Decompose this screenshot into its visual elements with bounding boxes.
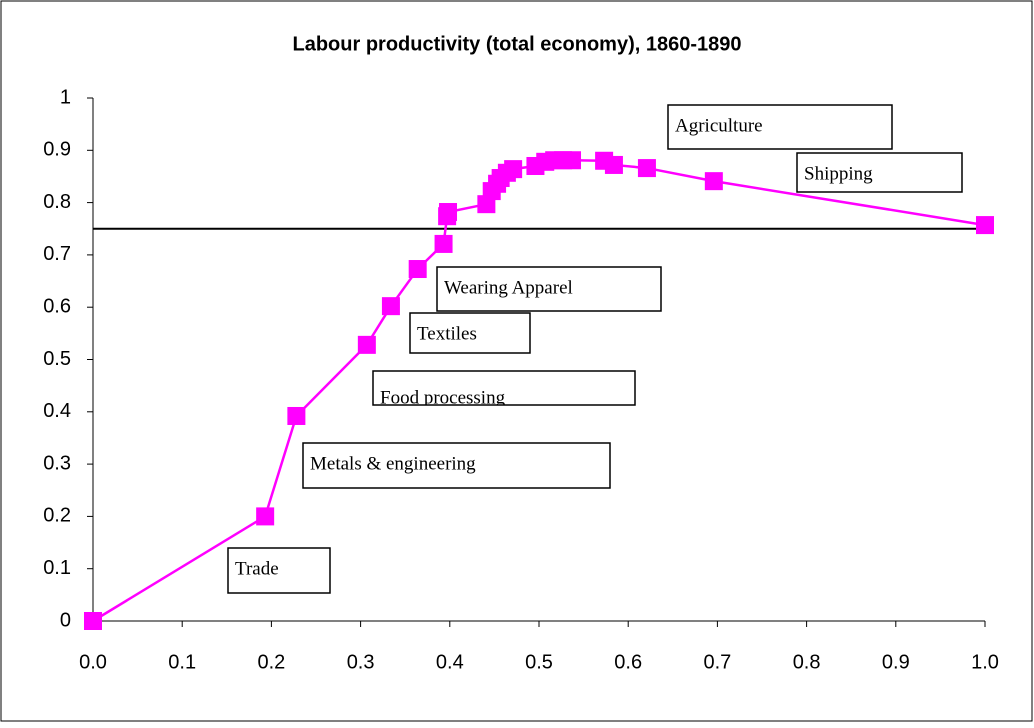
annotation-label: Shipping <box>804 163 873 184</box>
point-marker <box>381 297 400 316</box>
annotation-box <box>302 442 611 489</box>
x-tick-label: 0.1 <box>168 651 196 673</box>
y-tick-label: 0.8 <box>43 191 71 213</box>
y-tick-label: 0.5 <box>43 348 71 370</box>
point-marker <box>563 151 582 170</box>
annotation: Food processing <box>372 370 636 408</box>
point-marker <box>604 155 623 174</box>
annotation-label: Metals & engineering <box>310 453 476 474</box>
y-tick-label: 0.4 <box>43 400 71 422</box>
x-tick-label: 0.0 <box>79 651 107 673</box>
annotation: Metals & engineering <box>302 442 611 489</box>
x-tick-label: 0.2 <box>257 651 285 673</box>
point-marker <box>84 612 102 630</box>
annotation-label: Agriculture <box>675 115 763 136</box>
annotation: Agriculture <box>667 104 893 150</box>
annotation-box <box>372 370 636 406</box>
point-marker <box>976 216 994 235</box>
point-marker <box>408 260 427 279</box>
x-tick-label: 0.7 <box>703 651 731 673</box>
annotation-box <box>667 104 893 150</box>
annotation-label: Wearing Apparel <box>444 277 573 298</box>
annotation: Shipping <box>796 152 963 193</box>
annotation: Trade <box>227 547 331 594</box>
point-marker <box>434 234 453 253</box>
annotation-box <box>227 547 331 594</box>
chart-title: Labour productivity (total economy), 186… <box>293 33 742 55</box>
x-tick-label: 0.8 <box>793 651 821 673</box>
x-tick-label: 0.6 <box>614 651 642 673</box>
point-marker <box>439 203 458 222</box>
annotation-box <box>436 266 662 312</box>
point-marker <box>287 406 306 425</box>
annotation: Wearing Apparel <box>436 266 662 312</box>
x-tick-label: 0.9 <box>882 651 910 673</box>
annotation-box <box>796 152 963 193</box>
x-tick-label: 0.5 <box>525 651 553 673</box>
y-tick-label: 0.6 <box>43 295 71 317</box>
y-tick-label: 0.2 <box>43 505 71 527</box>
point-marker <box>704 172 723 191</box>
annotation: Textiles <box>409 312 531 354</box>
y-tick-label: 0.3 <box>43 452 71 474</box>
point-marker <box>256 507 275 526</box>
annotation-box <box>409 312 531 354</box>
annotation-label: Food processing <box>380 387 506 408</box>
annotation-label: Trade <box>235 558 279 579</box>
y-tick-label: 0.9 <box>43 139 71 161</box>
x-tick-label: 0.3 <box>347 651 375 673</box>
y-tick-label: 0.7 <box>43 243 71 265</box>
x-tick-label: 0.4 <box>436 651 464 673</box>
point-marker <box>504 160 523 179</box>
y-tick-label: 0.1 <box>43 557 71 579</box>
y-tick-label: 1 <box>60 86 71 108</box>
y-tick-label: 0 <box>60 609 71 631</box>
annotation-label: Textiles <box>417 323 477 344</box>
point-marker <box>357 335 376 354</box>
x-tick-label: 1.0 <box>971 651 999 673</box>
point-marker <box>637 159 656 178</box>
